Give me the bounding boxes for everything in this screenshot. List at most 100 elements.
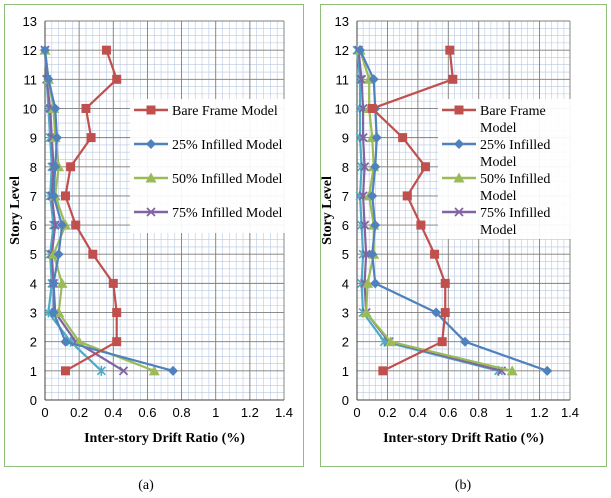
x-tick-label: 0 [353, 405, 360, 420]
x-tick-label: 1.4 [275, 405, 293, 420]
y-tick-label: 10 [23, 101, 37, 116]
y-tick-label: 2 [30, 335, 37, 350]
y-tick-label: 5 [342, 247, 349, 262]
y-tick-label: 0 [342, 393, 349, 408]
y-tick-label: 1 [30, 364, 37, 379]
chart-a: 0 0.2 0.4 0.6 0.8 1 1.2 1.4012345678910111213In… [8, 14, 296, 446]
x-axis-title: Inter-story Drift Ratio (%) [383, 431, 544, 446]
data-point [148, 365, 160, 376]
y-tick-label: 6 [342, 218, 349, 233]
data-point [384, 336, 396, 347]
legend-item: 25% Infilled Model [442, 138, 550, 170]
data-point [60, 366, 70, 376]
legend-label-line: 25% Infilled [480, 138, 550, 153]
y-tick-label: 8 [30, 160, 37, 175]
data-point [356, 74, 367, 84]
data-point [368, 74, 379, 85]
y-tick-label: 9 [342, 131, 349, 146]
data-point [86, 133, 96, 143]
x-tick-label: 1.4 [561, 405, 579, 420]
data-point [108, 278, 118, 288]
data-point [437, 337, 447, 347]
y-tick-label: 7 [30, 189, 37, 204]
data-point [48, 190, 59, 201]
y-tick-label: 5 [30, 247, 37, 262]
legend-label: 75% Infilled Model [172, 206, 283, 221]
y-tick-label: 7 [342, 189, 349, 204]
legend-item: Bare Frame Model [442, 104, 546, 136]
data-point [168, 365, 179, 376]
x-tick-label: 1 [506, 405, 513, 420]
data-point [56, 277, 68, 288]
y-tick-label: 4 [342, 276, 349, 291]
legend-label: 25% Infilled Model [172, 138, 283, 153]
x-tick-label: 0 [41, 405, 48, 420]
legend: Bare Frame Model 25% Infilled Model 50% Infi… [438, 99, 598, 239]
data-point [430, 249, 440, 259]
series-line [371, 50, 454, 372]
x-tick-label: 1.2 [531, 405, 549, 420]
x-axis-title: Inter-story Drift Ratio (%) [84, 431, 245, 446]
y-tick-label: 6 [30, 218, 37, 233]
data-point [50, 103, 61, 114]
data-point [460, 336, 471, 347]
y-tick-label: 1 [342, 364, 349, 379]
data-point [358, 132, 368, 143]
legend-marker [145, 172, 157, 183]
data-point [57, 220, 68, 231]
legend-item: 50% Infilled Model [134, 172, 283, 187]
x-tick-label: 1.2 [241, 405, 259, 420]
legend-label-line: 75% Infilled [480, 206, 550, 221]
legend-box [130, 99, 296, 233]
y-tick-label: 12 [335, 43, 349, 58]
y-tick-label: 3 [342, 306, 349, 321]
x-tick-label: 0.4 [409, 405, 427, 420]
y-axis-title: Story Level [8, 176, 23, 245]
legend-marker [454, 105, 464, 115]
y-tick-label: 8 [342, 160, 349, 175]
x-tick-label: 0.6 [138, 405, 156, 420]
data-point [50, 220, 60, 230]
series-line [359, 49, 548, 372]
legend-box [438, 99, 598, 239]
legend-item: 50% Infilled Model [442, 172, 550, 204]
data-point [445, 45, 455, 55]
x-tick-label: 0.8 [173, 405, 191, 420]
y-tick-label: 10 [335, 101, 349, 116]
legend-item: Bare Frame Model [134, 104, 278, 119]
data-point [542, 365, 553, 376]
data-point [50, 161, 61, 172]
data-point [112, 308, 122, 318]
series-0 [60, 45, 122, 376]
data-point [53, 249, 64, 260]
data-point [506, 365, 518, 376]
data-point [398, 133, 408, 143]
legend-marker [454, 207, 464, 217]
y-tick-label: 13 [23, 14, 37, 29]
y-tick-label: 4 [30, 276, 37, 291]
y-tick-label: 11 [336, 72, 350, 87]
legend-label-line: Model [480, 155, 517, 170]
chart-b: 0 0.2 0.4 0.6 0.8 1 1.2 1.4012345678910111213In… [320, 14, 598, 446]
data-point [420, 162, 430, 172]
data-point [359, 162, 370, 172]
data-point [118, 366, 129, 376]
series-line [43, 50, 174, 372]
data-point [40, 45, 50, 56]
y-tick-label: 3 [30, 306, 37, 321]
data-point [96, 365, 106, 376]
legend-label-line: Bare Frame [480, 104, 546, 119]
legend-marker [146, 105, 156, 115]
legend-marker [454, 139, 464, 149]
legend-item: 75% Infilled Model [134, 206, 283, 221]
x-tick-label: 0.8 [470, 405, 488, 420]
legend-marker [146, 139, 156, 149]
data-point [112, 74, 122, 84]
caption-b: (b) [454, 478, 472, 493]
data-point [48, 307, 59, 318]
data-point [370, 278, 381, 289]
data-point [71, 220, 81, 230]
y-tick-label: 12 [23, 43, 37, 58]
legend-label: Bare Frame Model [172, 104, 278, 119]
